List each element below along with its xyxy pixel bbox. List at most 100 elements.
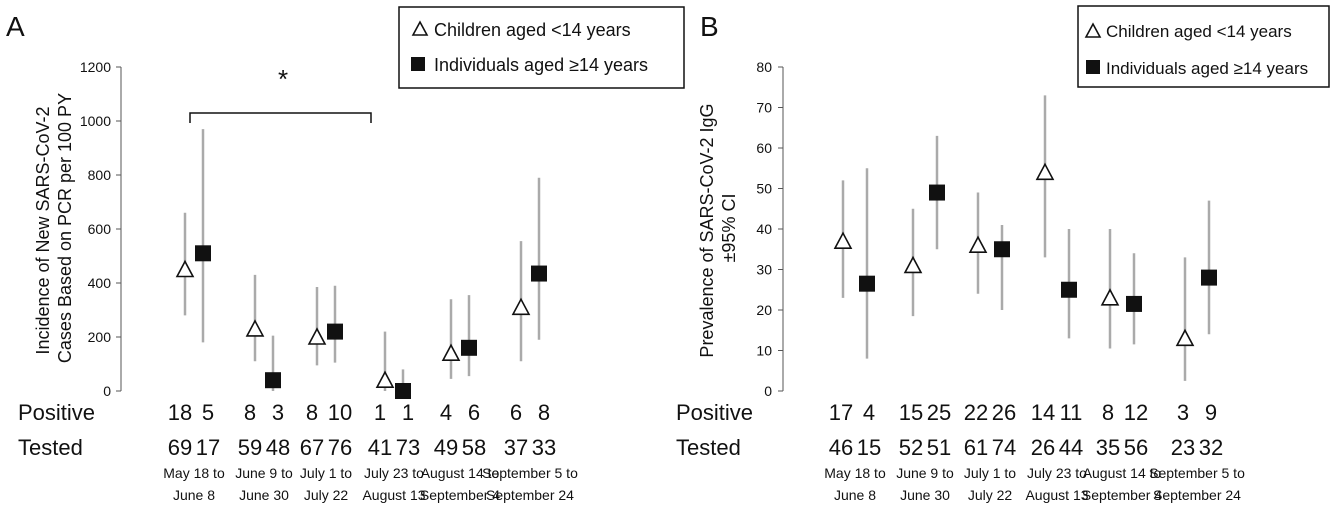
individuals-positive-count: 25	[927, 400, 951, 425]
y-tick-label: 1200	[80, 59, 111, 75]
y-tick-label: 0	[103, 383, 111, 399]
y-tick-label: 70	[756, 100, 772, 116]
children-tested-count: 35	[1096, 435, 1120, 460]
individuals-tested-count: 51	[927, 435, 951, 460]
children-point	[511, 297, 531, 316]
panel-b-letter: B	[700, 11, 719, 42]
children-point	[1100, 288, 1120, 306]
individuals-tested-count: 74	[992, 435, 1016, 460]
individuals-tested-count: 56	[1124, 435, 1148, 460]
individuals-positive-count: 5	[202, 400, 214, 425]
y-tick-label: 1000	[80, 113, 111, 129]
panel-a-ylabel-line-1: Incidence of New SARS-CoV-2	[33, 106, 53, 354]
panel-a-significance-asterisk: *	[278, 64, 288, 94]
x-category-label-line-1: May 18 to	[163, 465, 225, 481]
panel-b-plot: 0102030405060708017461552226114268353234…	[756, 59, 1245, 503]
children-positive-count: 6	[510, 400, 522, 425]
panel-a-ylabel-line-2: Cases Based on PCR per 100 PY	[55, 93, 75, 363]
individuals-positive-count: 12	[1124, 400, 1148, 425]
children-tested-count: 26	[1031, 435, 1055, 460]
children-positive-count: 14	[1031, 400, 1055, 425]
panel-b-ylabel-line-2: ±95% CI	[719, 194, 739, 263]
individuals-point	[195, 245, 211, 262]
y-tick-label: 400	[88, 275, 112, 291]
children-point	[245, 319, 265, 337]
y-tick-label: 200	[88, 329, 112, 345]
children-point	[968, 235, 988, 253]
children-point	[307, 327, 327, 345]
x-category-label-line-2: September 4	[420, 487, 500, 503]
x-category-label-line-2: September 24	[486, 487, 574, 503]
children-tested-count: 41	[368, 435, 392, 460]
children-tested-count: 49	[434, 435, 458, 460]
panel-a: A Incidence of New SARS-CoV-2 Cases Base…	[6, 6, 685, 503]
children-tested-count: 23	[1171, 435, 1195, 460]
individuals-positive-count: 3	[272, 400, 284, 425]
individuals-tested-count: 73	[396, 435, 420, 460]
panel-a-legend-individuals: Individuals aged ≥14 years	[434, 55, 648, 75]
x-category-label-line-1: August 14 to	[1083, 465, 1162, 481]
children-tested-count: 59	[238, 435, 262, 460]
individuals-point	[265, 372, 281, 389]
children-tested-count: 37	[504, 435, 528, 460]
individuals-point	[531, 265, 547, 282]
y-tick-label: 10	[756, 343, 772, 359]
individuals-positive-count: 9	[1205, 400, 1217, 425]
panel-a-letter: A	[6, 11, 25, 42]
x-category-label-line-1: July 23 to	[1027, 465, 1087, 481]
children-tested-count: 69	[168, 435, 192, 460]
x-category-label-line-2: June 30	[239, 487, 289, 503]
x-category-label-line-1: July 23 to	[364, 465, 424, 481]
children-positive-count: 3	[1177, 400, 1189, 425]
panel-a-legend: Children aged <14 years Individuals aged…	[398, 6, 685, 89]
individuals-tested-count: 32	[1199, 435, 1223, 460]
x-category-label-line-1: June 9 to	[896, 465, 954, 481]
x-category-label-line-1: May 18 to	[824, 465, 886, 481]
children-point	[833, 231, 853, 249]
individuals-positive-count: 1	[402, 400, 414, 425]
x-category-label-line-1: June 9 to	[235, 465, 293, 481]
individuals-tested-count: 15	[857, 435, 881, 460]
children-positive-count: 8	[306, 400, 318, 425]
children-positive-count: 8	[1102, 400, 1114, 425]
children-positive-count: 18	[168, 400, 192, 425]
children-tested-count: 67	[300, 435, 324, 460]
panel-b-legend: Children aged <14 years Individuals aged…	[1077, 5, 1330, 88]
y-tick-label: 800	[88, 167, 112, 183]
individuals-point	[1126, 295, 1142, 312]
individuals-positive-count: 10	[328, 400, 352, 425]
x-category-label-line-2: June 30	[900, 487, 950, 503]
individuals-point	[1061, 281, 1077, 298]
individuals-point	[395, 383, 411, 399]
x-category-label-line-2: June 8	[173, 487, 215, 503]
x-category-label-line-1: July 1 to	[964, 465, 1016, 481]
y-tick-label: 40	[756, 221, 772, 237]
panel-b-legend-box	[1077, 5, 1330, 88]
individuals-point	[859, 275, 875, 292]
children-point	[375, 370, 395, 389]
individuals-tested-count: 44	[1059, 435, 1083, 460]
children-positive-count: 15	[899, 400, 923, 425]
individuals-tested-count: 33	[532, 435, 556, 460]
panel-a-plot: 0200400600800100012001869859867141449637…	[80, 59, 578, 503]
x-category-label-line-1: July 1 to	[300, 465, 352, 481]
children-point	[441, 343, 461, 362]
individuals-tested-count: 17	[196, 435, 220, 460]
y-tick-label: 600	[88, 221, 112, 237]
individuals-tested-count: 58	[462, 435, 486, 460]
individuals-tested-count: 76	[328, 435, 352, 460]
legend-triangle-icon	[411, 20, 429, 36]
y-tick-label: 0	[764, 383, 772, 399]
legend-square-icon	[411, 57, 425, 71]
children-point	[903, 255, 923, 274]
individuals-point	[994, 241, 1010, 258]
y-tick-label: 50	[756, 181, 772, 197]
y-tick-label: 80	[756, 59, 772, 75]
panel-b-positive-label: Positive	[676, 400, 753, 425]
x-category-label-line-2: September 24	[1153, 487, 1241, 503]
panel-a-tested-label: Tested	[18, 435, 83, 460]
panel-b: B Prevalence of SARS-CoV-2 IgG ±95% CI P…	[676, 5, 1330, 503]
children-point	[1035, 162, 1055, 181]
significance-bracket	[189, 112, 372, 123]
legend-square-icon	[1086, 60, 1100, 74]
